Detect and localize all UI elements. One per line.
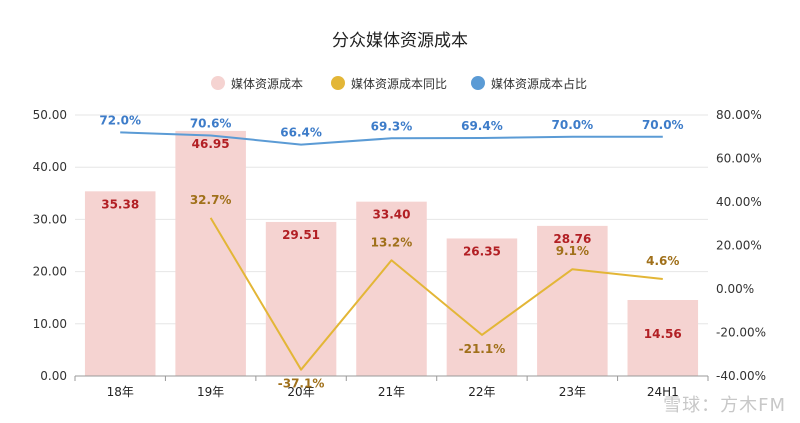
yoy-value-label: -37.1% <box>278 377 325 391</box>
y-left-tick-label: 30.00 <box>33 212 67 226</box>
bar-value-label: 26.35 <box>463 244 501 258</box>
y-left-tick-label: 20.00 <box>33 265 67 279</box>
yoy-value-label: 9.1% <box>556 244 589 258</box>
bar-18年 <box>84 191 156 376</box>
legend-label-2: 媒体资源成本同比 <box>351 77 447 91</box>
x-category-label: 23年 <box>559 385 586 399</box>
yoy-value-label: -21.1% <box>459 342 506 356</box>
share-value-label: 70.6% <box>190 116 232 130</box>
y-right-tick-label: 20.00% <box>716 239 762 253</box>
share-line <box>120 131 663 146</box>
yoy-value-label: 32.7% <box>190 193 232 207</box>
x-category-label: 18年 <box>107 385 134 399</box>
bar-value-label: 29.51 <box>282 228 320 242</box>
y-left-tick-label: 10.00 <box>33 317 67 331</box>
x-category-label: 20年 <box>287 385 314 399</box>
y-left-tick-label: 0.00 <box>40 369 67 383</box>
x-category-label: 22年 <box>468 385 495 399</box>
bar-19年 <box>175 130 246 376</box>
yoy-line <box>209 217 663 371</box>
y-right-tick-label: 0.00% <box>716 282 754 296</box>
y-left-tick-label: 50.00 <box>33 108 67 122</box>
yoy-value-label: 4.6% <box>646 254 679 268</box>
bar-value-label: 46.95 <box>192 137 230 151</box>
bar-value-label: 14.56 <box>644 327 682 341</box>
line-series <box>120 131 663 371</box>
x-category-label: 24H1 <box>647 385 679 399</box>
bar-value-label: 33.40 <box>373 208 411 222</box>
share-value-label: 70.0% <box>552 118 594 132</box>
yoy-value-label: 13.2% <box>371 235 413 249</box>
legend-marker-3 <box>471 76 485 90</box>
data-labels: 35.38 46.95 29.51 33.40 26.35 28.76 14.56 32.7%… <box>99 113 683 390</box>
bar-23年 <box>537 225 608 376</box>
legend: 媒体资源成本 媒体资源成本同比 媒体资源成本占比 <box>211 76 587 91</box>
y-axis-left: 0.00 10.00 20.00 30.00 40.00 50.00 <box>33 108 67 383</box>
share-value-label: 69.4% <box>461 119 503 133</box>
y-right-tick-label: -20.00% <box>716 326 766 340</box>
bar-22年 <box>446 238 518 376</box>
chart-title: 分众媒体资源成本 <box>332 31 468 51</box>
x-category-label: 21年 <box>378 385 405 399</box>
legend-label-1: 媒体资源成本 <box>231 77 303 91</box>
legend-marker-1 <box>211 76 225 90</box>
bar-24H1 <box>627 299 699 376</box>
share-value-label: 66.4% <box>280 126 322 140</box>
share-value-label: 69.3% <box>371 119 413 133</box>
y-right-tick-label: 60.00% <box>716 152 762 166</box>
bar-20年 <box>265 221 337 376</box>
bar-value-label: 35.38 <box>101 197 139 211</box>
y-left-tick-label: 40.00 <box>33 160 67 174</box>
watermark: 雪球：方木FM <box>663 395 786 416</box>
bar-series <box>84 130 699 376</box>
y-axis-right: -40.00% -20.00% 0.00% 20.00% 40.00% 60.00% 80.… <box>716 108 766 383</box>
x-axis: 18年 19年 20年 21年 22年 23年 24H1 <box>74 375 709 399</box>
legend-label-3: 媒体资源成本占比 <box>491 76 587 91</box>
legend-marker-2 <box>331 76 345 90</box>
y-right-tick-label: -40.00% <box>716 369 766 383</box>
share-value-label: 72.0% <box>99 113 141 127</box>
bar-value-label: 28.76 <box>553 232 591 246</box>
x-category-label: 19年 <box>197 385 224 399</box>
y-right-tick-label: 80.00% <box>716 108 762 122</box>
y-right-tick-label: 40.00% <box>716 195 762 209</box>
share-value-label: 70.0% <box>642 118 684 132</box>
